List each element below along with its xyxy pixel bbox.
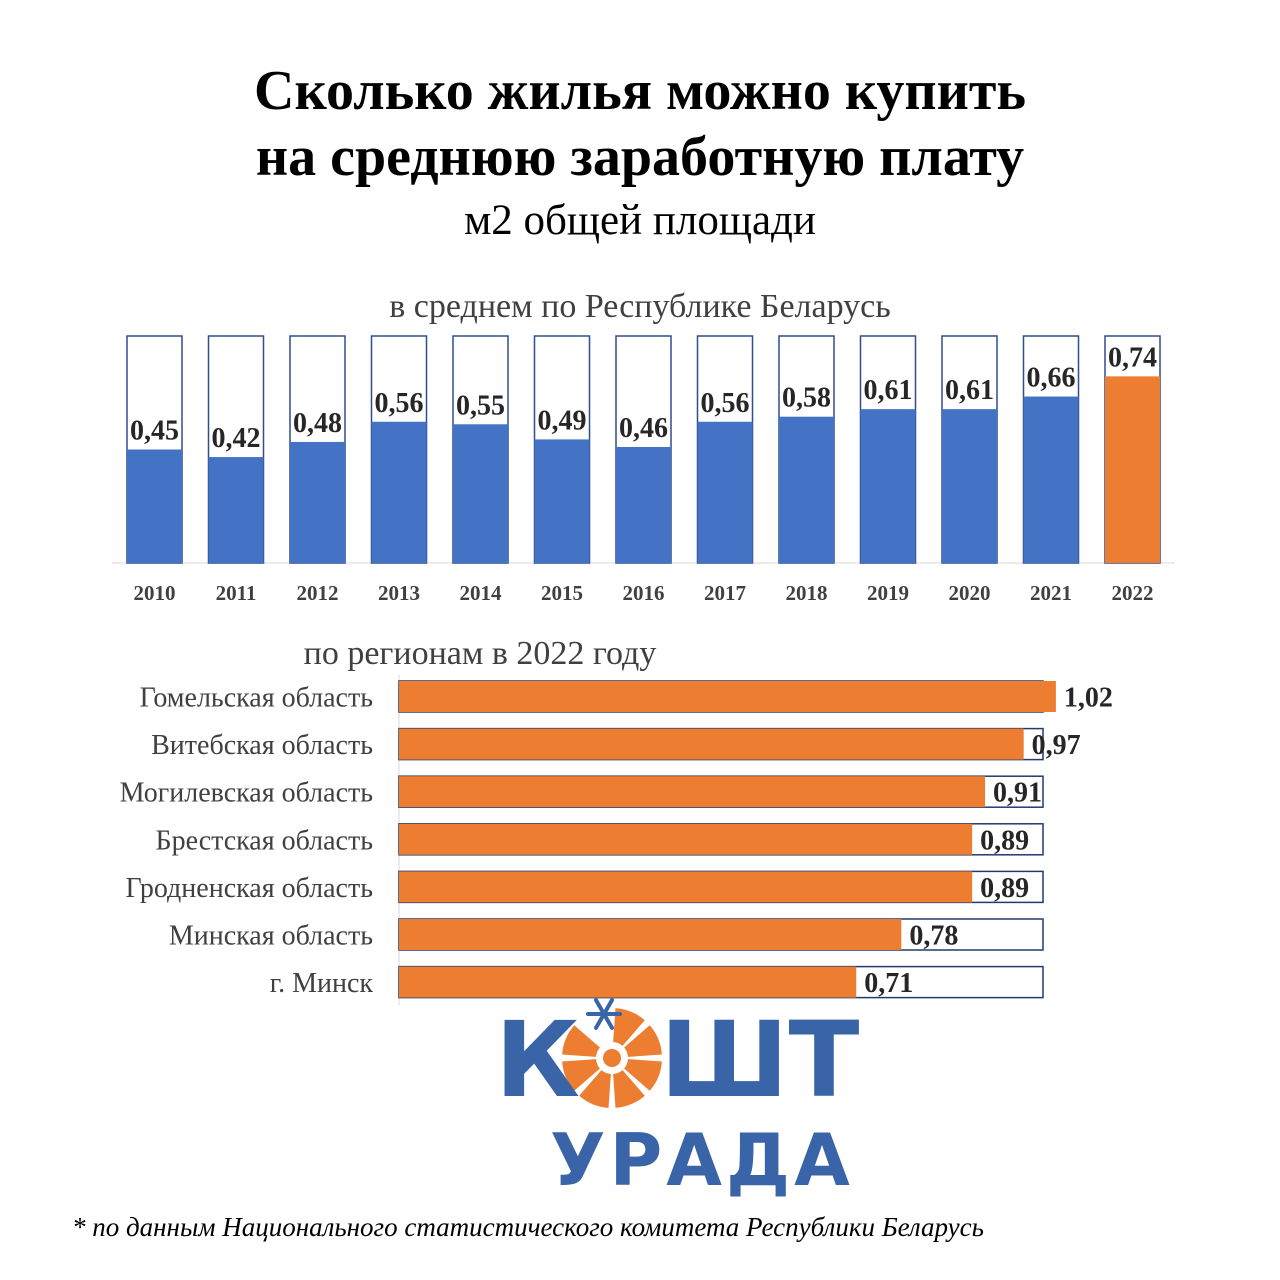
yearly-value-label: 0,46 — [619, 413, 668, 444]
logo-wedge-icon — [579, 1070, 611, 1108]
region-value-label: 0,71 — [864, 968, 913, 999]
region-value-label: 0,97 — [1032, 730, 1081, 761]
yearly-bar — [534, 439, 590, 563]
yearly-value-label: 0,55 — [456, 390, 505, 421]
yearly-tick-label: 2021 — [1030, 581, 1072, 605]
region-value-label: 1,02 — [1064, 683, 1113, 714]
region-category-label: Могилевская область — [120, 778, 373, 809]
yearly-tick-label: 2011 — [216, 581, 257, 605]
yearly-bar — [779, 416, 834, 563]
yearly-bar — [453, 424, 508, 563]
logo-word-sht: ШТ — [660, 999, 860, 1121]
logo-wedge-icon — [613, 1008, 645, 1046]
yearly-value-label: 0,66 — [1027, 363, 1076, 394]
yearly-bar — [697, 421, 753, 563]
region-bar — [399, 966, 857, 998]
snowflake-icon — [602, 1012, 614, 1030]
yearly-value-label: 0,74 — [1108, 342, 1157, 373]
yearly-tick-label: 2014 — [460, 581, 503, 605]
logo-wedge-icon — [562, 1025, 600, 1057]
yearly-tick-label: 2015 — [541, 581, 583, 605]
logo-word-urada: УРАДА — [550, 1118, 854, 1202]
yearly-bar — [208, 457, 264, 563]
yearly-tick-label: 2013 — [378, 581, 420, 605]
yearly-value-label: 0,45 — [130, 416, 179, 447]
yearly-value-label: 0,58 — [782, 383, 831, 414]
region-bar — [399, 681, 1056, 712]
yearly-bar — [860, 409, 916, 563]
region-value-label: 0,78 — [909, 921, 958, 952]
yearly-bar — [1023, 396, 1079, 563]
page-subtitle: м2 общей площади — [464, 197, 816, 244]
yearly-tick-label: 2018 — [786, 581, 828, 605]
region-category-label: Минская область — [169, 921, 373, 952]
yearly-bar — [616, 446, 671, 563]
snowflake-icon — [602, 998, 614, 1016]
logo-wedge-icon — [624, 1059, 662, 1091]
region-bar — [399, 776, 986, 808]
region-category-label: Брестская область — [155, 825, 373, 856]
logo-wedge-icon — [562, 1059, 600, 1091]
yearly-value-label: 0,42 — [212, 423, 261, 454]
yearly-tick-label: 2020 — [949, 581, 991, 605]
page-title: Сколько жилья можно купить на среднюю за… — [0, 58, 1280, 190]
region-chart-title: по регионам в 2022 году — [303, 635, 657, 672]
region-value-label: 0,89 — [980, 825, 1029, 856]
region-bar — [399, 871, 973, 903]
yearly-chart-title: в среднем по Республике Беларусь — [389, 288, 891, 325]
logo-center-icon — [603, 1049, 621, 1067]
region-bar — [399, 728, 1024, 760]
yearly-tick-label: 2022 — [1112, 581, 1154, 605]
yearly-bar — [1105, 376, 1160, 563]
region-value-label: 0,91 — [993, 778, 1042, 809]
region-bar — [399, 919, 902, 950]
yearly-bar — [942, 409, 997, 563]
yearly-tick-label: 2012 — [297, 581, 339, 605]
logo-word-k: К — [495, 999, 581, 1121]
yearly-value-label: 0,61 — [864, 375, 913, 406]
yearly-bar — [290, 441, 345, 563]
region-category-label: Гомельская область — [140, 683, 373, 714]
yearly-tick-label: 2019 — [867, 581, 909, 605]
logo-wedge-icon — [613, 1070, 645, 1108]
title-line-1: Сколько жилья можно купить — [254, 60, 1026, 122]
yearly-tick-label: 2017 — [704, 581, 746, 605]
region-category-label: г. Минск — [270, 968, 374, 999]
logo-wedge-icon — [624, 1025, 662, 1057]
yearly-value-label: 0,56 — [375, 388, 424, 419]
yearly-value-label: 0,61 — [945, 375, 994, 406]
title-line-2: на среднюю заработную плату — [255, 126, 1025, 188]
yearly-bar — [371, 421, 427, 563]
region-category-label: Гродненская область — [125, 873, 373, 904]
yearly-bar — [127, 449, 182, 563]
yearly-tick-label: 2010 — [134, 581, 176, 605]
snowflake-icon — [594, 1012, 606, 1030]
yearly-value-label: 0,48 — [293, 408, 342, 439]
region-value-label: 0,89 — [980, 873, 1029, 904]
yearly-value-label: 0,49 — [538, 405, 587, 436]
region-bar — [399, 823, 973, 855]
region-category-label: Витебская область — [151, 730, 373, 761]
yearly-tick-label: 2016 — [623, 581, 665, 605]
snowflake-icon — [594, 998, 606, 1016]
source-footnote: * по данным Национального статистическог… — [72, 1212, 984, 1242]
yearly-value-label: 0,56 — [701, 388, 750, 419]
